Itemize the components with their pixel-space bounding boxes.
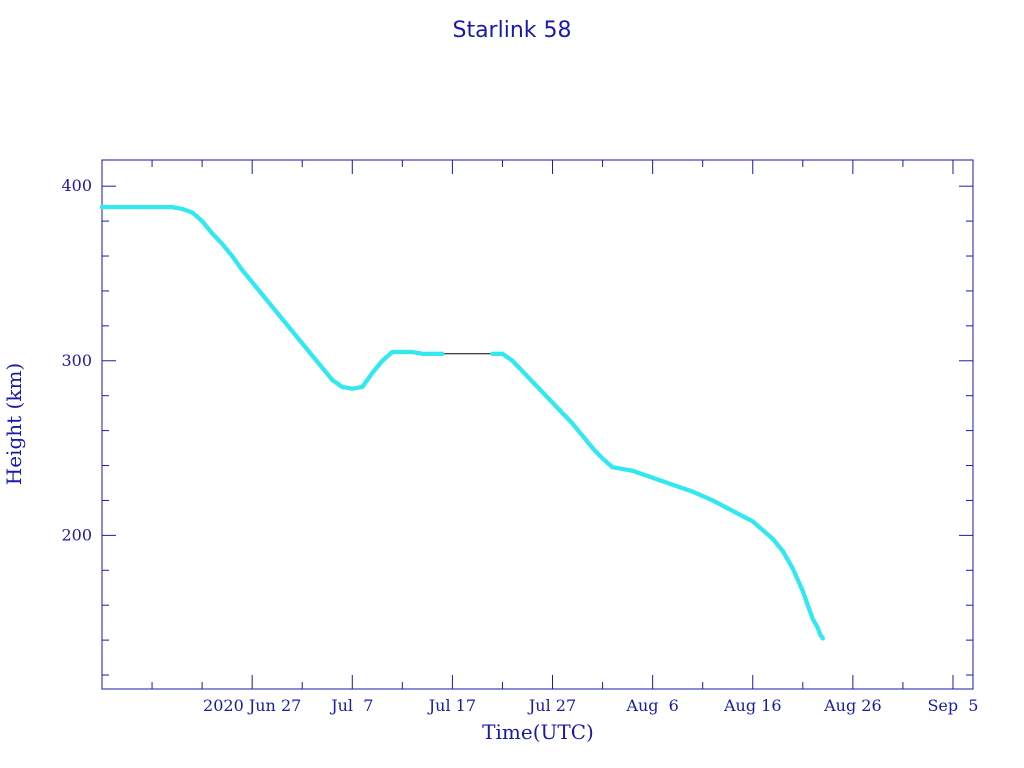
x-tick-label: Jul 7 bbox=[329, 696, 373, 715]
x-axis-label: Time(UTC) bbox=[482, 720, 594, 744]
axes: 200 300 400 2020 Jun 27 Jul 7 Jul 17 Jul 27 Aug… bbox=[61, 160, 978, 715]
x-tick-label: Sep 5 bbox=[927, 696, 978, 715]
chart-title: Starlink 58 bbox=[452, 18, 571, 43]
x-tick-label: Jul 17 bbox=[427, 696, 476, 715]
y-axis-label: Height (km) bbox=[2, 363, 26, 485]
x-tick-label: Aug 26 bbox=[823, 696, 882, 715]
series-line bbox=[102, 206, 824, 639]
y-tick-label: 300 bbox=[61, 351, 92, 370]
y-tick-label: 400 bbox=[61, 176, 92, 195]
data-points bbox=[99, 204, 826, 641]
data-point bbox=[820, 636, 826, 641]
x-tick-label: Aug 16 bbox=[723, 696, 782, 715]
x-tick-label: 2020 Jun 27 bbox=[203, 696, 301, 715]
plot-frame bbox=[101, 159, 974, 690]
y-tick-label: 200 bbox=[61, 525, 92, 544]
x-tick-label: Aug 6 bbox=[625, 696, 678, 715]
x-tick-label: Jul 27 bbox=[527, 696, 576, 715]
data-point bbox=[440, 351, 445, 356]
